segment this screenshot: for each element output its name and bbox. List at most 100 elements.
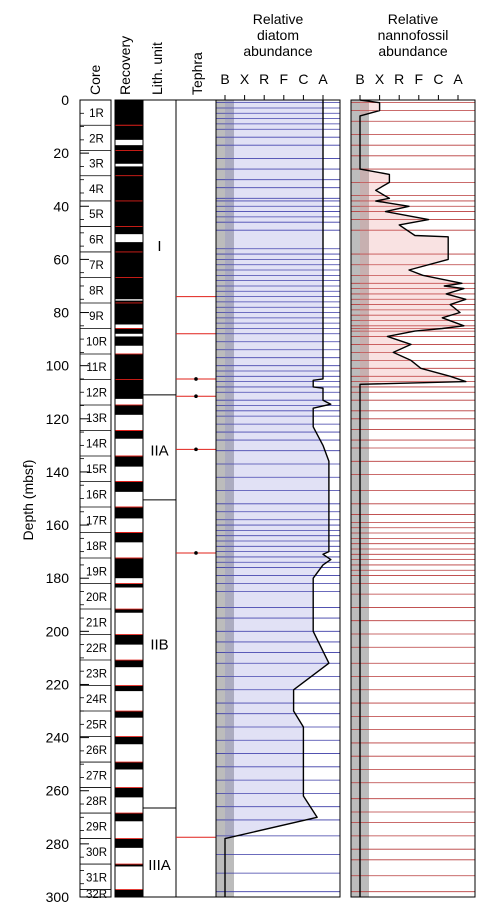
core-label: 28R xyxy=(86,796,107,808)
y-tick-label: 120 xyxy=(46,411,70,427)
recovery-segment xyxy=(115,251,143,278)
core-label: 29R xyxy=(86,821,107,833)
core-label: 26R xyxy=(86,745,107,757)
recovery-segment xyxy=(115,558,143,579)
recovery-segment xyxy=(115,813,143,822)
recovery-segment xyxy=(115,430,143,439)
recovery-segment xyxy=(115,277,143,300)
core-label: 19R xyxy=(86,566,107,578)
nanno-scale-label: X xyxy=(375,71,385,87)
core-label: 23R xyxy=(86,668,107,680)
recovery-segment xyxy=(115,379,143,399)
nanno-abundance-area xyxy=(360,100,466,897)
core-label: 20R xyxy=(86,592,107,604)
y-axis-ticks: 0 20 40 60 80 100 120 140 160 180 200 220 240 260 280 3… xyxy=(46,92,89,905)
core-label: 16R xyxy=(86,490,107,502)
y-tick-label: 220 xyxy=(46,676,70,692)
recovery-column xyxy=(114,99,144,898)
tephra-marker xyxy=(194,551,198,555)
recovery-segment xyxy=(115,125,143,140)
recovery-segment xyxy=(115,864,143,867)
recovery-segment xyxy=(115,583,143,588)
core-label: 13R xyxy=(86,413,107,425)
y-tick-label: 300 xyxy=(46,889,70,905)
core-label: 8R xyxy=(89,286,104,298)
recovery-segment xyxy=(115,302,143,325)
nanno-scale-label: A xyxy=(453,71,463,87)
header-core: Core xyxy=(87,64,103,95)
core-label: 30R xyxy=(86,847,107,859)
core-column: 1R 2R 3R 4R 5R 6R 7R 8R 9R 10R 11R 12R 13R 14R 15R 16R 1… xyxy=(79,99,112,901)
core-label: 2R xyxy=(89,133,104,145)
recovery-segment xyxy=(115,226,143,235)
lith-unit-label: IIB xyxy=(150,637,168,654)
core-label: 3R xyxy=(89,159,104,171)
core-label: 6R xyxy=(89,235,104,247)
y-tick-label: 40 xyxy=(53,198,69,214)
core-label: 18R xyxy=(86,541,107,553)
core-label: 21R xyxy=(86,617,107,629)
diatom-title-line2: diatom xyxy=(257,27,299,43)
core-label: 22R xyxy=(86,643,107,655)
core-label: 9R xyxy=(89,311,104,323)
nanno-scale-label: F xyxy=(415,71,424,87)
tephra-marker xyxy=(194,394,198,399)
diatom-scale-label: X xyxy=(240,71,250,87)
core-label: 11R xyxy=(86,362,106,374)
recovery-segment xyxy=(115,787,143,798)
core-column-frame xyxy=(79,99,112,898)
tephra-column xyxy=(175,99,217,898)
diatom-title-line3: abundance xyxy=(243,43,313,59)
y-tick-label: 100 xyxy=(46,358,70,374)
diatom-scale-label: C xyxy=(298,71,308,87)
core-label: 15R xyxy=(86,464,107,476)
recovery-segment xyxy=(115,150,143,164)
core-label: 24R xyxy=(86,694,107,706)
diatom-scale-label: F xyxy=(280,71,289,87)
recovery-segment xyxy=(115,166,143,176)
y-axis-label: Depth (mbsf) xyxy=(20,460,36,541)
y-tick-label: 20 xyxy=(53,145,69,161)
nanno-scale-label: B xyxy=(355,71,364,87)
y-tick-label: 200 xyxy=(46,623,70,639)
recovery-segment xyxy=(115,175,143,201)
recovery-segment xyxy=(115,336,143,346)
diatom-scale-label: R xyxy=(259,71,269,87)
lith-unit-label: IIA xyxy=(150,443,168,460)
header-recovery: Recovery xyxy=(117,36,133,95)
recovery-segment xyxy=(115,507,143,519)
tephra-column-frame xyxy=(175,99,217,898)
nanno-panel-frame xyxy=(350,99,476,898)
recovery-segment xyxy=(115,660,143,668)
recovery-segment xyxy=(115,300,143,303)
recovery-segment xyxy=(115,889,143,897)
core-label: 4R xyxy=(89,184,104,196)
core-label: 31R xyxy=(86,872,107,884)
core-label: 7R xyxy=(89,260,104,272)
core-label: 27R xyxy=(86,770,107,782)
nanno-title-line1: Relative xyxy=(388,11,439,27)
recovery-segment xyxy=(115,838,143,848)
y-tick-label: 240 xyxy=(46,730,70,746)
diatom-barren-band xyxy=(216,100,234,897)
recovery-segment xyxy=(115,736,143,745)
recovery-segment xyxy=(115,404,143,415)
recovery-segment xyxy=(115,328,143,334)
diatom-title-line1: Relative xyxy=(253,11,304,27)
core-label: 14R xyxy=(86,439,107,451)
header-tephra: Tephra xyxy=(189,52,205,95)
y-tick-label: 80 xyxy=(53,305,69,321)
y-tick-label: 0 xyxy=(61,92,69,108)
y-tick-label: 180 xyxy=(46,570,70,586)
recovery-segment xyxy=(115,532,143,543)
y-tick-label: 60 xyxy=(53,251,69,267)
nanno-abundance-curve xyxy=(359,99,467,897)
diatom-panel-frame xyxy=(215,99,341,898)
lith-unit-label: IIIA xyxy=(148,857,171,874)
lith-unit-label: I xyxy=(157,238,161,255)
header-lith-unit: Lith. unit xyxy=(149,42,165,95)
core-label: 10R xyxy=(86,337,107,349)
recovery-segment xyxy=(115,711,143,718)
